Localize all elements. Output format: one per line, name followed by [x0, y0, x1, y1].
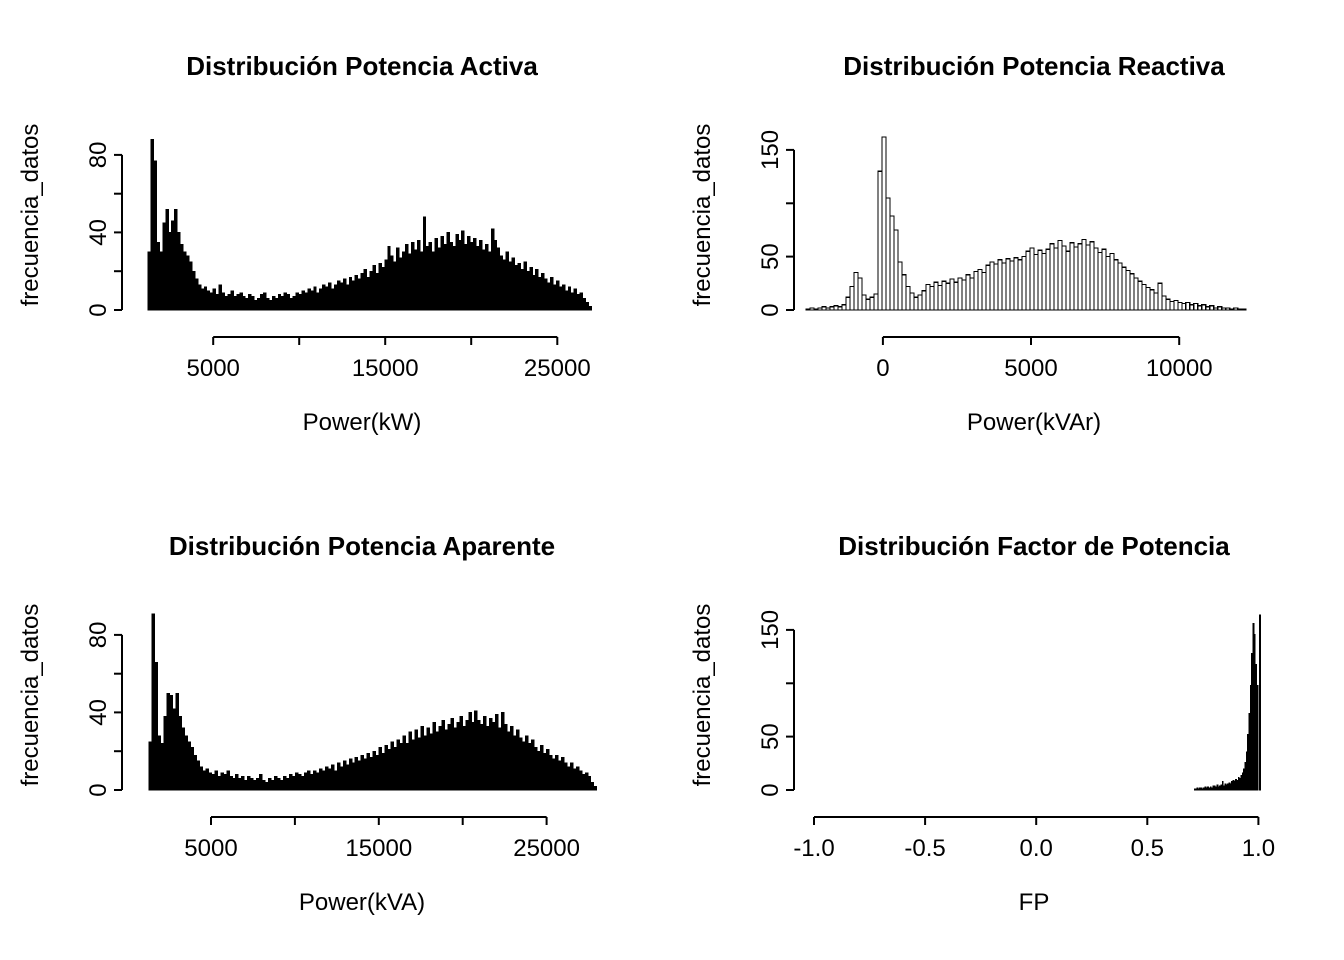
- x-tick-label: -0.5: [904, 835, 945, 862]
- histogram-bars: [1193, 614, 1261, 791]
- y-tick-label: 80: [85, 622, 112, 649]
- x-axis-label: FP: [1019, 889, 1050, 916]
- x-tick-label: -1.0: [793, 835, 834, 862]
- x-axis-label: Power(kVAr): [967, 409, 1101, 436]
- y-tick-label: 40: [85, 219, 112, 246]
- x-tick-label: 25000: [524, 355, 591, 382]
- panel-potencia-activa: 5000 15000 25000 0 40 80 Distribución Potencia…: [0, 0, 672, 480]
- x-tick-label: 5000: [184, 835, 237, 862]
- y-tick-label: 80: [85, 142, 112, 169]
- histogram-bars: [805, 136, 1247, 311]
- y-tick-label: 0: [757, 303, 784, 316]
- x-tick-label: 0.5: [1131, 835, 1164, 862]
- x-tick-label: 5000: [187, 355, 240, 382]
- y-tick-label: 150: [757, 610, 784, 650]
- y-axis-label: frecuencia_datos: [689, 124, 716, 307]
- panel-potencia-aparente: 5000 15000 25000 0 40 80 Distribución Potencia…: [0, 480, 672, 960]
- y-tick-label: 50: [757, 723, 784, 750]
- chart-title: Distribución Factor de Potencia: [838, 531, 1230, 561]
- tick-labels: 5000 15000 25000 0 40 80: [85, 142, 591, 382]
- x-axis-label: Power(kW): [303, 409, 422, 436]
- x-tick-label: 25000: [513, 835, 580, 862]
- y-tick-label: 40: [85, 699, 112, 726]
- x-tick-label: 10000: [1146, 355, 1213, 382]
- y-tick-label: 0: [757, 783, 784, 796]
- x-axis-label: Power(kVA): [299, 889, 425, 916]
- tick-labels: -1.0 -0.5 0.0 0.5 1.0 0 50 150: [757, 610, 1275, 862]
- chart-title: Distribución Potencia Aparente: [169, 531, 555, 561]
- histogram-potencia-activa: 5000 15000 25000 0 40 80 Distribución Potencia…: [17, 51, 592, 436]
- y-tick-label: 150: [757, 130, 784, 170]
- x-tick-label: 0: [876, 355, 889, 382]
- axes: [114, 633, 548, 825]
- y-tick-label: 50: [757, 243, 784, 270]
- y-axis-label: frecuencia_datos: [17, 604, 44, 787]
- histogram-bars: [147, 139, 592, 311]
- axes: [114, 153, 559, 345]
- chart-title: Distribución Potencia Activa: [186, 51, 538, 81]
- panel-factor-de-potencia: -1.0 -0.5 0.0 0.5 1.0 0 50 150 Distribución Fact…: [672, 480, 1344, 960]
- panel-potencia-reactiva: 0 5000 10000 0 50 150 Distribución Potencia Re…: [672, 0, 1344, 480]
- y-axis-label: frecuencia_datos: [689, 604, 716, 787]
- chart-title: Distribución Potencia Reactiva: [843, 51, 1225, 81]
- x-tick-label: 0.0: [1020, 835, 1053, 862]
- axes: [786, 148, 1181, 345]
- x-tick-label: 15000: [352, 355, 419, 382]
- histogram-potencia-reactiva: 0 5000 10000 0 50 150 Distribución Potencia Re…: [689, 51, 1247, 436]
- tick-labels: 0 5000 10000 0 50 150: [757, 130, 1213, 382]
- y-axis-label: frecuencia_datos: [17, 124, 44, 307]
- y-tick-label: 0: [85, 783, 112, 796]
- histogram-factor-de-potencia: -1.0 -0.5 0.0 0.5 1.0 0 50 150 Distribución Fact…: [689, 531, 1275, 916]
- tick-labels: 5000 15000 25000 0 40 80: [85, 622, 580, 862]
- x-tick-label: 5000: [1004, 355, 1057, 382]
- x-tick-label: 15000: [345, 835, 412, 862]
- y-tick-label: 0: [85, 303, 112, 316]
- histogram-bars: [148, 613, 598, 791]
- x-tick-label: 1.0: [1242, 835, 1275, 862]
- axes: [786, 628, 1260, 825]
- histogram-potencia-aparente: 5000 15000 25000 0 40 80 Distribución Potencia…: [17, 531, 598, 916]
